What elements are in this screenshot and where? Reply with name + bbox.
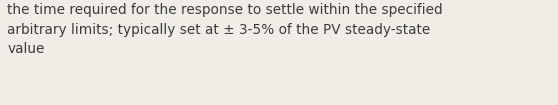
Text: the time required for the response to settle within the specified
arbitrary limi: the time required for the response to se… [7, 3, 443, 56]
